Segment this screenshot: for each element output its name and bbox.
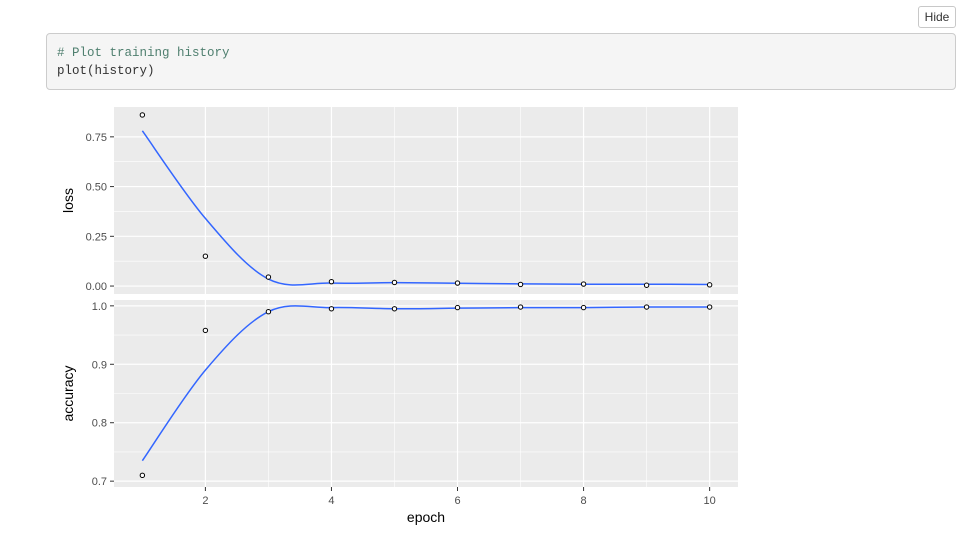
accuracy-point [391, 306, 398, 312]
loss-axis-title: loss [60, 188, 76, 213]
hide-button[interactable]: Hide [918, 6, 956, 28]
y-tick-label: 0.7 [92, 476, 107, 488]
code-comment: # Plot training history [57, 46, 230, 60]
loss-point [391, 279, 398, 286]
x-tick-label: 4 [328, 495, 334, 507]
y-tick-label: 0.75 [86, 132, 107, 144]
y-tick-label: 0.9 [92, 359, 107, 371]
accuracy-point [202, 327, 209, 334]
loss-point [706, 282, 713, 288]
loss-point [580, 281, 587, 287]
accuracy-panel: 0.7 0.8 0.9 1.0 accuracy [60, 300, 738, 488]
x-axis: 2 4 6 8 10 [202, 487, 716, 507]
accuracy-point [517, 304, 524, 310]
accuracy-axis-title: accuracy [60, 365, 76, 421]
loss-smooth-line [141, 130, 710, 286]
loss-point [643, 282, 650, 288]
accuracy-point [580, 304, 587, 311]
loss-point [454, 280, 461, 286]
x-axis-title: epoch [407, 509, 445, 525]
x-tick-label: 2 [202, 495, 208, 507]
loss-point [517, 281, 524, 288]
loss-point [265, 274, 272, 280]
loss-point [139, 112, 146, 118]
y-tick-label: 0.50 [86, 182, 107, 194]
accuracy-point [454, 304, 461, 311]
code-line: plot(history) [57, 64, 155, 78]
code-block: # Plot training history plot(history) [46, 33, 956, 90]
loss-panel: 0.00 0.25 0.50 0.75 loss [60, 107, 738, 294]
x-tick-label: 10 [704, 495, 716, 507]
y-tick-label: 0.8 [92, 418, 107, 430]
loss-point [328, 278, 335, 285]
accuracy-smooth-line [141, 305, 710, 462]
accuracy-point [706, 304, 713, 310]
accuracy-point [139, 472, 146, 479]
y-tick-label: 0.00 [86, 281, 107, 293]
loss-point [202, 253, 209, 259]
accuracy-point [265, 308, 272, 315]
accuracy-point [328, 306, 335, 312]
accuracy-point [643, 304, 650, 310]
y-tick-label: 1.0 [92, 301, 107, 313]
loss-panel-background [114, 107, 738, 294]
y-tick-label: 0.25 [86, 231, 107, 243]
x-tick-label: 6 [454, 495, 460, 507]
x-tick-label: 8 [581, 495, 587, 507]
